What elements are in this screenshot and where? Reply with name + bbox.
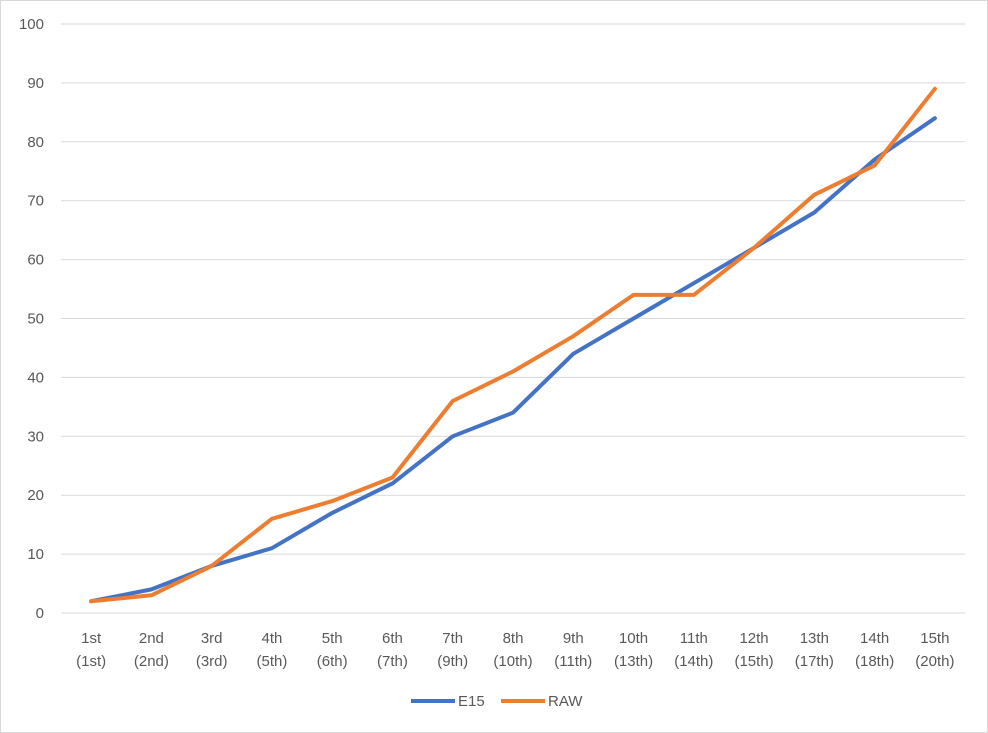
x-tick-label: 15th (20th) (915, 630, 954, 670)
y-axis-ticks: 0 10 20 30 40 50 60 70 80 90 100 (19, 16, 44, 622)
series-line-e15 (89, 116, 937, 604)
x-tick-label: 8th (10th) (493, 630, 532, 670)
x-tick-label: 11th (14th) (674, 630, 713, 670)
x-tick-label: 4th (5th) (257, 630, 288, 670)
y-tick-label: 70 (27, 193, 44, 210)
x-tick-label: 10th (13th) (614, 630, 653, 670)
x-tick-label: 3rd (3rd) (196, 630, 228, 670)
x-tick-label: 14th (18th) (855, 630, 894, 670)
legend: E15 RAW (411, 693, 583, 710)
series-lines (89, 86, 937, 604)
x-tick-label: 9th (11th) (554, 630, 592, 670)
y-tick-label: 90 (27, 75, 44, 92)
y-tick-label: 30 (27, 428, 44, 445)
y-tick-label: 20 (27, 487, 44, 504)
x-tick-label: 12th (15th) (734, 630, 773, 670)
x-tick-label: 2nd (2nd) (134, 630, 169, 670)
x-tick-label: 1st (1st) (76, 630, 106, 670)
legend-label-e15: E15 (458, 693, 485, 710)
x-tick-label: 13th (17th) (795, 630, 834, 670)
y-tick-label: 100 (19, 16, 44, 33)
y-tick-label: 10 (27, 546, 44, 563)
x-axis-ticks: 1st (1st) 2nd (2nd) 3rd (3rd) 4th (5th) 5th (6th)… (76, 630, 954, 670)
y-tick-label: 60 (27, 252, 44, 269)
legend-label-raw: RAW (548, 693, 583, 710)
x-tick-label: 7th (9th) (437, 630, 468, 670)
x-tick-label: 5th (6th) (317, 630, 348, 670)
series-line-raw (89, 86, 937, 604)
gridlines (61, 23, 965, 614)
y-tick-label: 0 (36, 605, 44, 622)
y-tick-label: 80 (27, 134, 44, 151)
x-tick-label: 6th (7th) (377, 630, 408, 670)
y-tick-label: 50 (27, 311, 44, 328)
y-tick-label: 40 (27, 369, 44, 386)
